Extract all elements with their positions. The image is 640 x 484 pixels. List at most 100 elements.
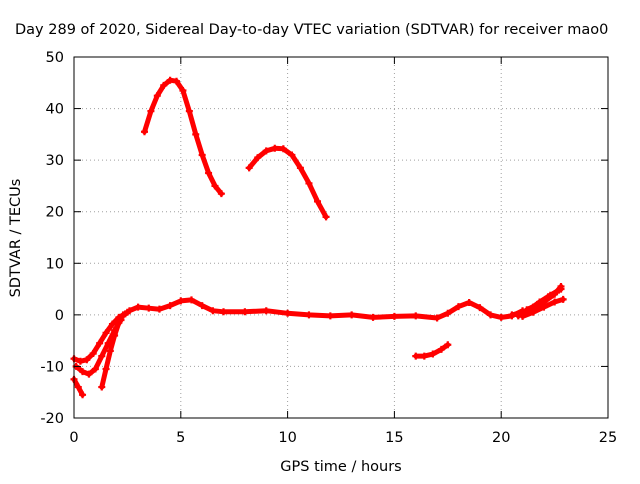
data-point [429,350,437,358]
data-point [254,154,262,162]
data-point [147,107,155,115]
data-series [70,76,567,399]
y-axis-label: SDTVAR / TECUs [8,179,24,298]
data-point [465,298,473,306]
data-point [284,309,292,317]
data-point [205,169,213,177]
axis-ticks: 0 5 10 15 20 25 -20 -10 0 10 20 30 40 50 [40,50,617,446]
data-point [187,296,195,304]
data-point [79,368,87,376]
series-baseline [117,296,527,322]
data-point [245,164,253,172]
data-point [96,339,104,347]
x-tick-label: 5 [176,430,185,446]
data-point [412,352,420,360]
data-point [160,81,168,89]
data-point [519,312,527,320]
data-point [115,319,123,327]
data-point [166,302,174,310]
y-tick-label: 50 [46,50,64,66]
data-point [119,311,127,319]
series-late-short [412,341,452,360]
data-point [296,164,304,172]
data-point [305,311,313,319]
data-point [305,179,313,187]
data-point [326,312,334,320]
data-point [106,347,114,355]
data-point [98,352,106,360]
data-point [444,309,452,317]
data-point [198,302,206,310]
data-point [544,293,552,301]
data-point [523,306,531,314]
plot-frame [73,56,609,419]
data-point [83,356,91,364]
series-early-rise-c [98,308,131,391]
data-point [288,151,296,159]
data-point [134,303,142,311]
data-point [211,182,219,190]
data-point [551,298,559,306]
data-point [262,307,270,315]
data-point [497,313,505,321]
data-point [198,151,206,159]
data-point [192,130,200,138]
data-point [433,314,441,322]
data-point [534,301,542,309]
data-point [166,76,174,84]
data-point [271,144,279,152]
x-tick-label: 0 [69,430,78,446]
data-point [85,370,93,378]
data-point [279,145,287,153]
y-tick-label: 20 [46,205,64,221]
data-point [140,128,148,136]
data-point [322,213,330,221]
data-point [123,308,131,316]
data-point [348,311,356,319]
data-point [209,307,217,315]
data-point [177,297,185,305]
data-point [185,107,193,115]
series-line [524,287,562,313]
series-line [246,145,329,220]
data-point [476,304,484,312]
data-point [153,92,161,100]
data-point [454,303,462,311]
data-point [145,304,153,312]
data-point [540,303,548,311]
data-point [155,305,163,313]
data-point [420,352,428,360]
data-point [412,312,420,320]
data-point [529,308,537,316]
data-point [220,308,228,316]
y-tick-label: 30 [46,153,64,169]
y-tick-label: -20 [40,411,64,427]
data-point [437,345,445,353]
data-point [98,383,106,391]
chart-title: Day 289 of 2020, Sidereal Day-to-day VTE… [15,22,608,38]
series-late-rise-d [523,286,563,314]
data-point [76,357,84,365]
data-point [102,365,110,373]
data-point [241,308,249,316]
data-point [262,147,270,155]
y-tick-label: 40 [46,102,64,118]
data-point [102,329,110,337]
data-point [369,313,377,321]
series-arc-high-mid [245,144,330,221]
data-point [390,312,398,320]
data-point [91,365,99,373]
data-point [108,320,116,328]
data-point [179,87,187,95]
data-point [444,341,452,349]
series-arc-high-early [140,76,225,198]
data-point [173,77,181,85]
data-point [217,190,225,198]
data-point [111,331,119,339]
data-point [559,295,567,303]
data-point [487,311,495,319]
y-tick-label: 0 [55,308,64,324]
